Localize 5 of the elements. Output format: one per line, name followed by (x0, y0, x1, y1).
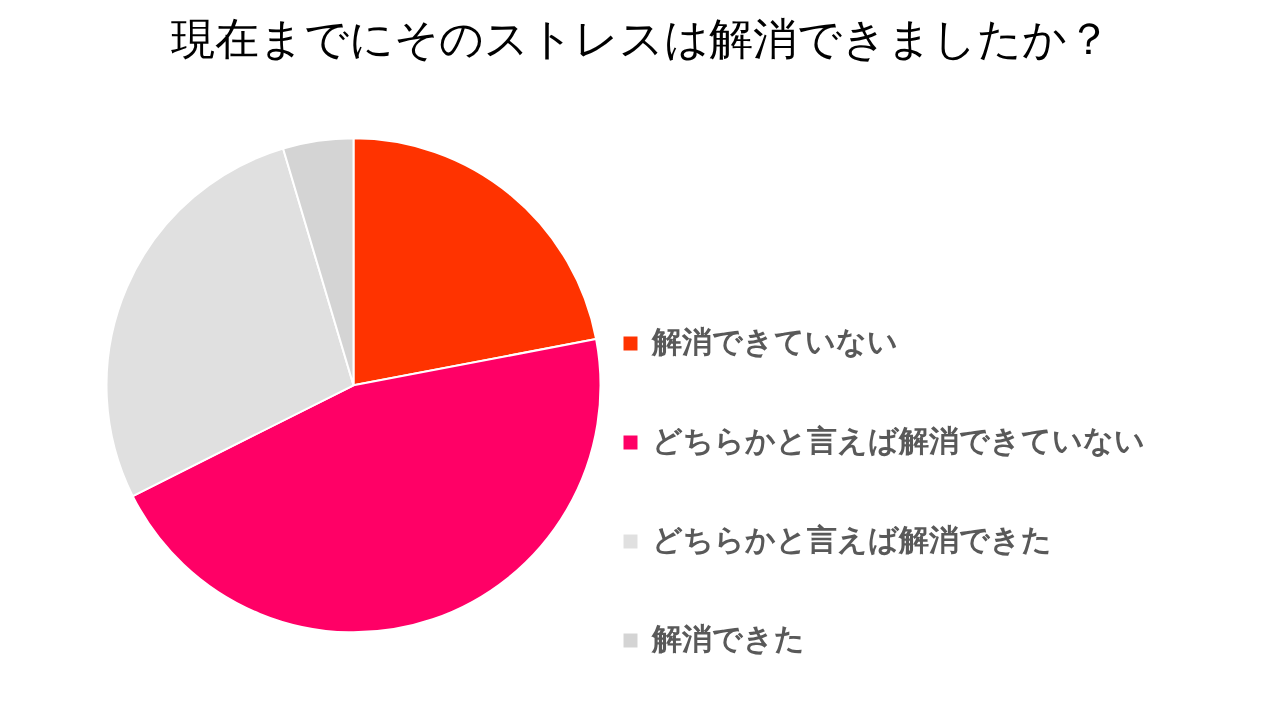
chart-title: 現在までにそのストレスは解消できましたか？ (170, 12, 1111, 64)
legend-label: どちらかと言えば解消できた (652, 521, 1052, 559)
legend-label: どちらかと言えば解消できていない (652, 422, 1145, 460)
legend-label: 解消できていない (652, 323, 898, 361)
legend-label: 解消できた (652, 620, 805, 658)
